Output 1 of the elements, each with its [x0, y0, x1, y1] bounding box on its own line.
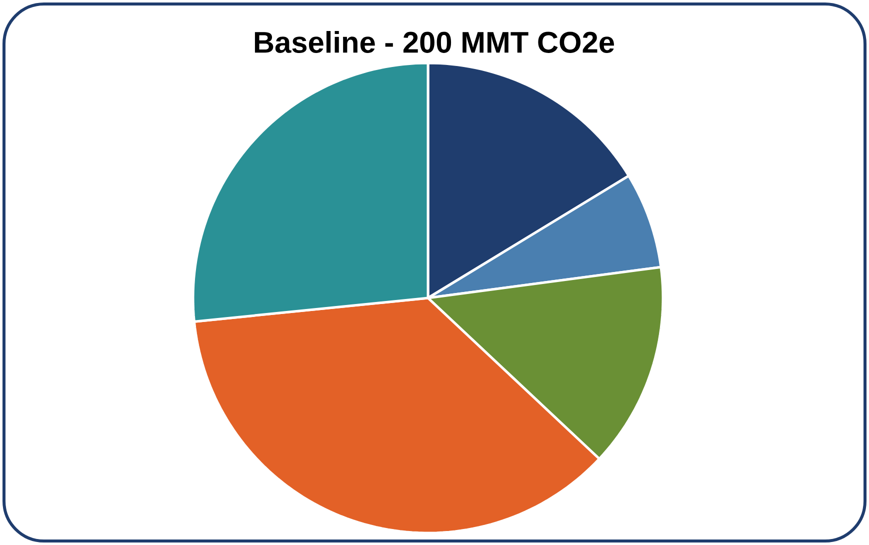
- chart-title: Baseline - 200 MMT CO2e: [254, 31, 614, 53]
